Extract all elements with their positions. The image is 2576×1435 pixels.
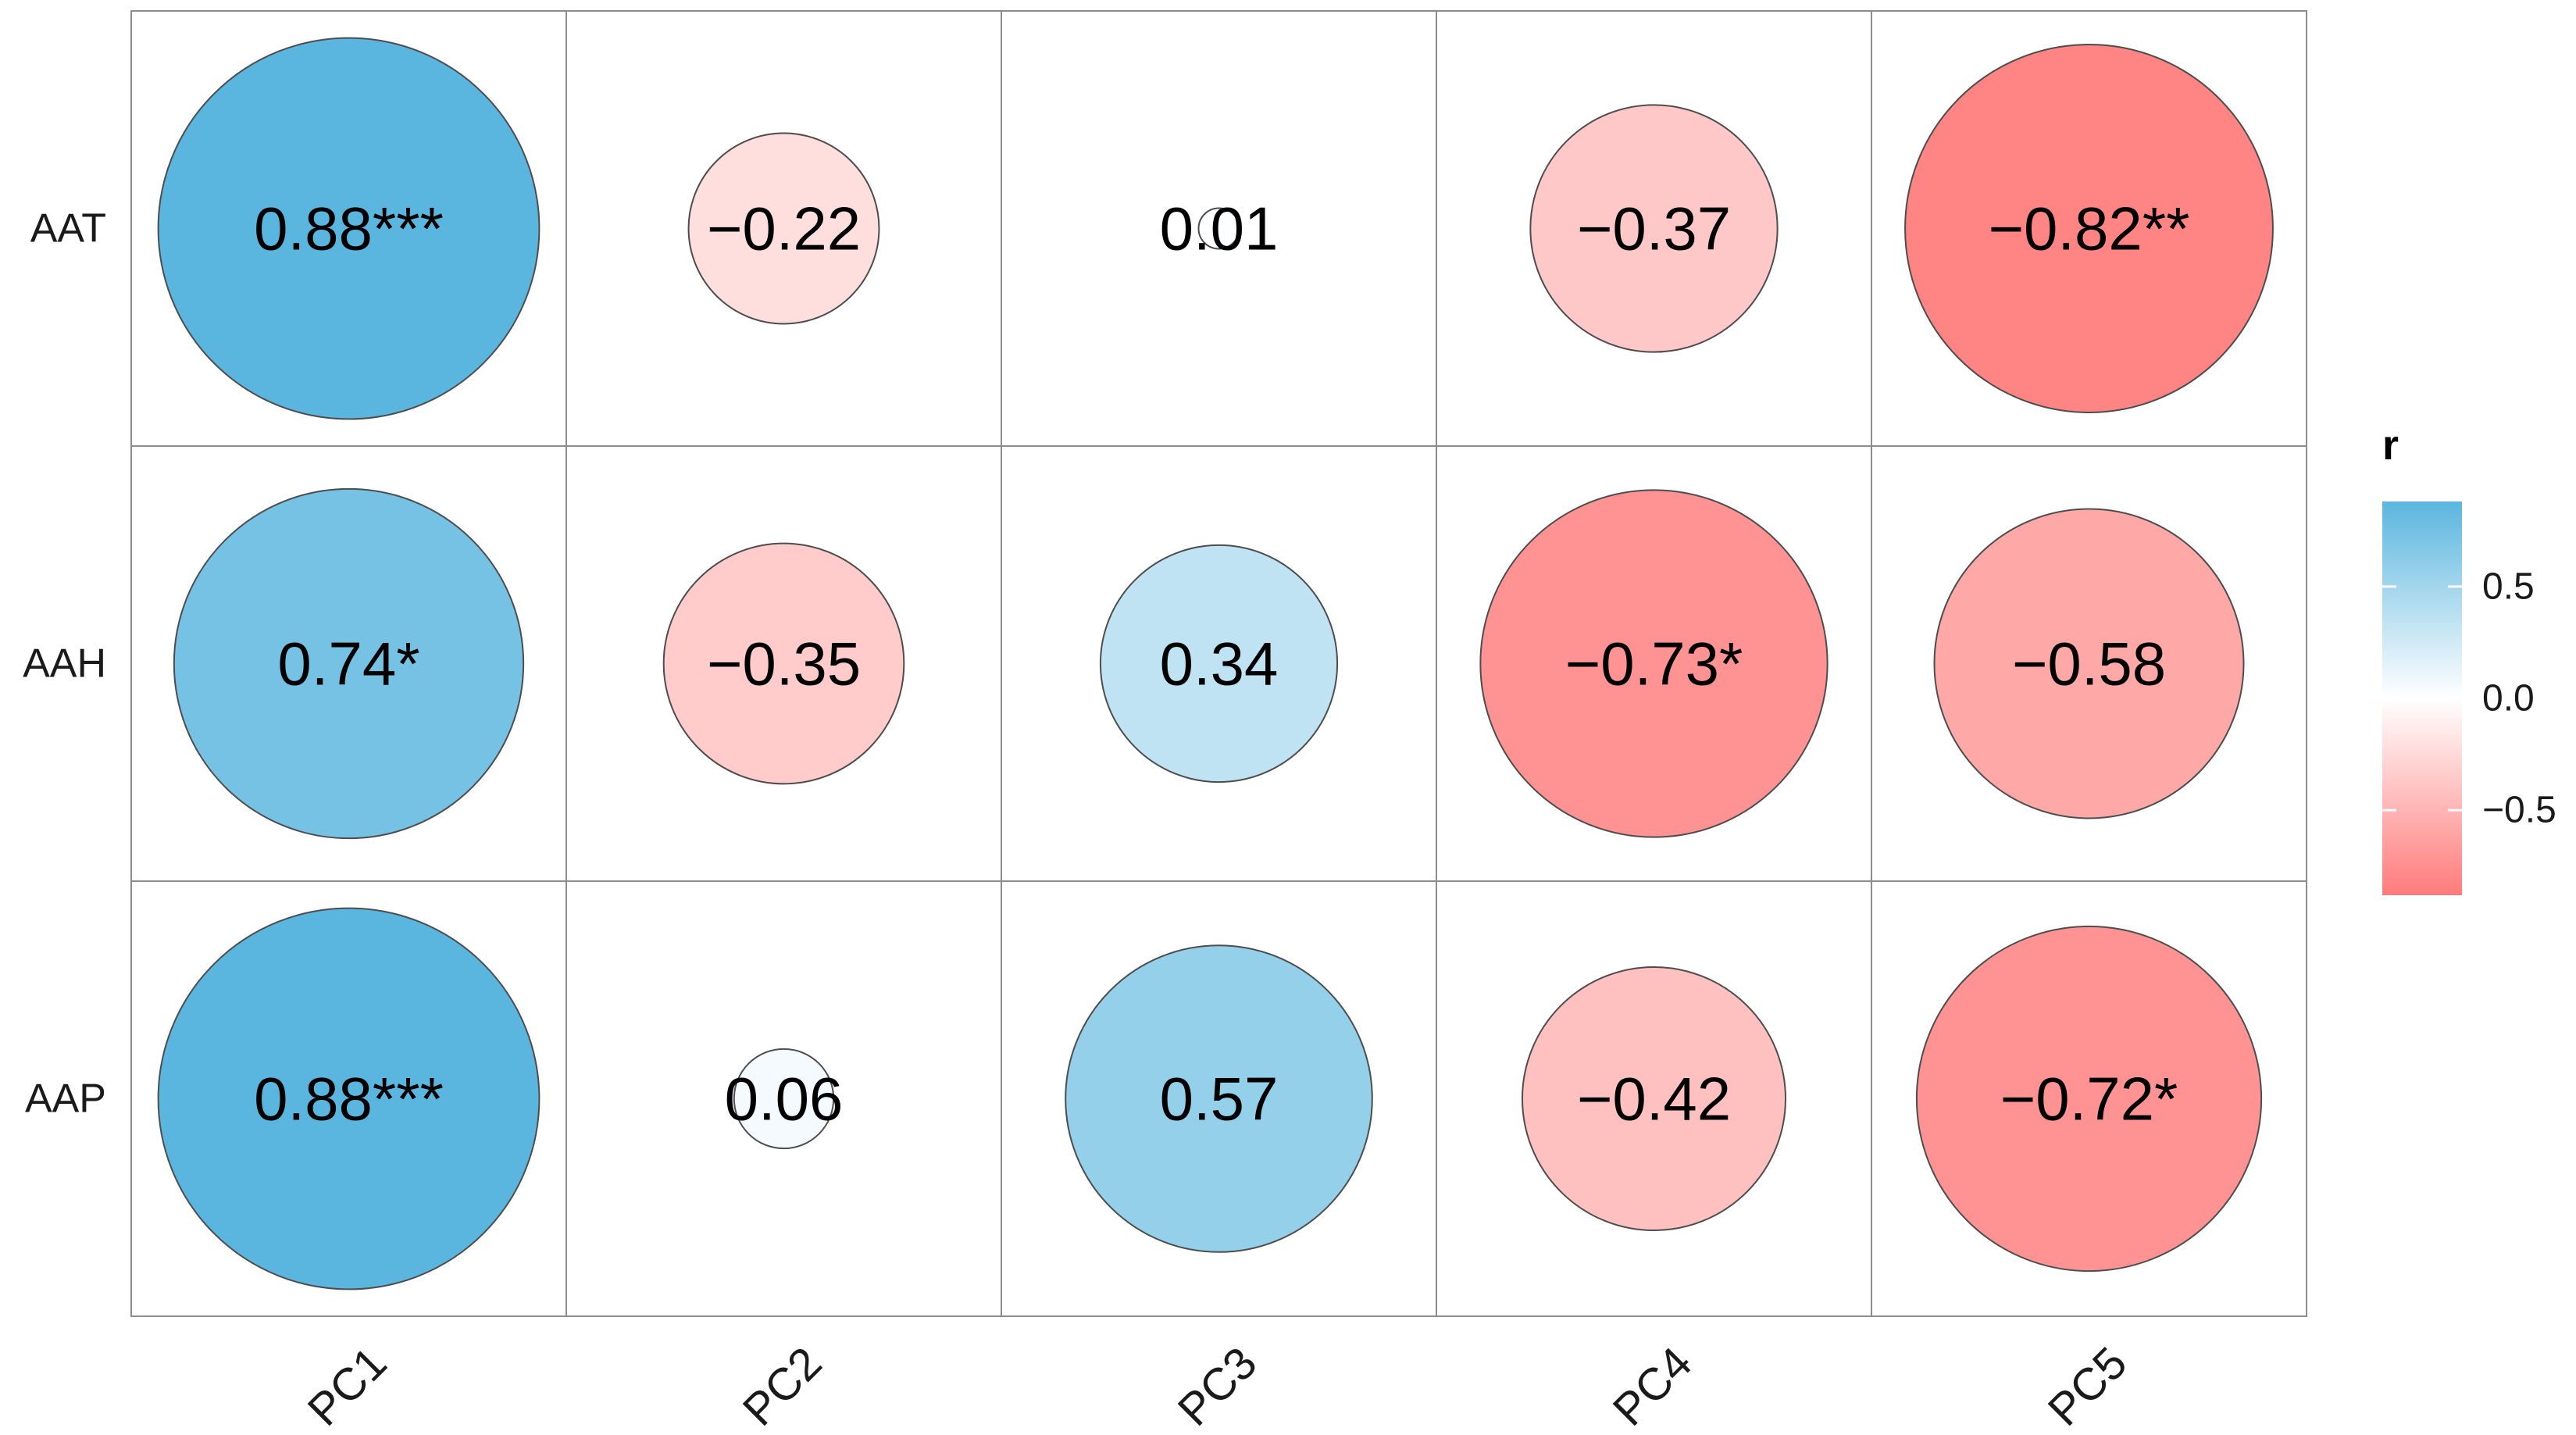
corr-label-AAH-PC4: −0.73*: [1565, 630, 1743, 698]
legend-title: r: [2382, 422, 2399, 469]
corr-circle-AAP-PC4: [1522, 966, 1786, 1231]
legend-tick-label: 0.5: [2482, 566, 2535, 607]
legend-tick-label: 0.0: [2482, 678, 2535, 719]
corr-circle-AAH-PC4: [1479, 489, 1829, 838]
corr-label-AAP-PC3: 0.57: [1160, 1065, 1279, 1133]
corr-label-AAT-PC1: 0.88***: [254, 195, 444, 263]
circles: [157, 37, 2274, 1290]
col-label-PC1: PC1: [298, 1337, 397, 1435]
corr-circle-AAH-PC2: [662, 542, 905, 785]
grid-border: [130, 10, 2307, 1317]
corr-circle-AAP-PC2: [733, 1048, 835, 1150]
corr-label-AAH-PC5: −0.58: [2012, 630, 2166, 698]
corr-circle-AAP-PC1: [157, 907, 541, 1290]
corr-label-AAT-PC2: −0.22: [707, 195, 861, 263]
corr-label-AAT-PC3: 0.01: [1160, 195, 1279, 263]
corr-circle-AAH-PC3: [1099, 544, 1339, 784]
corr-label-AAH-PC3: 0.34: [1160, 630, 1279, 698]
cell-labels: 0.88*** −0.22 0.01 −0.37 −0.82** 0.74* −0.35 0.…: [254, 195, 2189, 1133]
col-label-PC4: PC4: [1604, 1337, 1702, 1435]
corr-circle-AAT-PC3: [1197, 207, 1240, 250]
col-label-PC2: PC2: [733, 1337, 832, 1435]
corr-circle-AAT-PC5: [1904, 44, 2274, 413]
corr-label-AAP-PC5: −0.72*: [2000, 1065, 2178, 1133]
row-label-AAP: AAP: [25, 1076, 106, 1122]
corr-label-AAT-PC4: −0.37: [1577, 195, 1731, 263]
corr-label-AAP-PC4: −0.42: [1577, 1065, 1731, 1133]
legend-tick-label: −0.5: [2482, 790, 2556, 831]
row-label-AAT: AAT: [30, 206, 106, 252]
col-label-PC3: PC3: [1168, 1337, 1267, 1435]
corr-label-AAT-PC5: −0.82**: [1988, 195, 2189, 263]
corr-circle-AAT-PC2: [687, 132, 880, 325]
corr-label-AAH-PC2: −0.35: [707, 630, 861, 698]
corr-circle-AAT-PC4: [1529, 104, 1779, 353]
corr-circle-AAP-PC5: [1915, 925, 2263, 1273]
corr-label-AAP-PC2: 0.06: [725, 1065, 844, 1133]
corr-circle-AAH-PC5: [1933, 508, 2245, 819]
corr-circle-AAH-PC1: [173, 487, 525, 840]
corr-circle-AAT-PC1: [157, 37, 541, 420]
legend: r 0.5 0.0 −0.5: [2382, 422, 2556, 895]
row-label-AAH: AAH: [23, 641, 106, 687]
corr-label-AAH-PC1: 0.74*: [277, 630, 419, 698]
col-label-PC5: PC5: [2039, 1337, 2137, 1435]
corr-label-AAP-PC1: 0.88***: [254, 1065, 444, 1133]
grid: [130, 10, 2307, 1317]
corr-circle-AAP-PC3: [1065, 944, 1373, 1253]
